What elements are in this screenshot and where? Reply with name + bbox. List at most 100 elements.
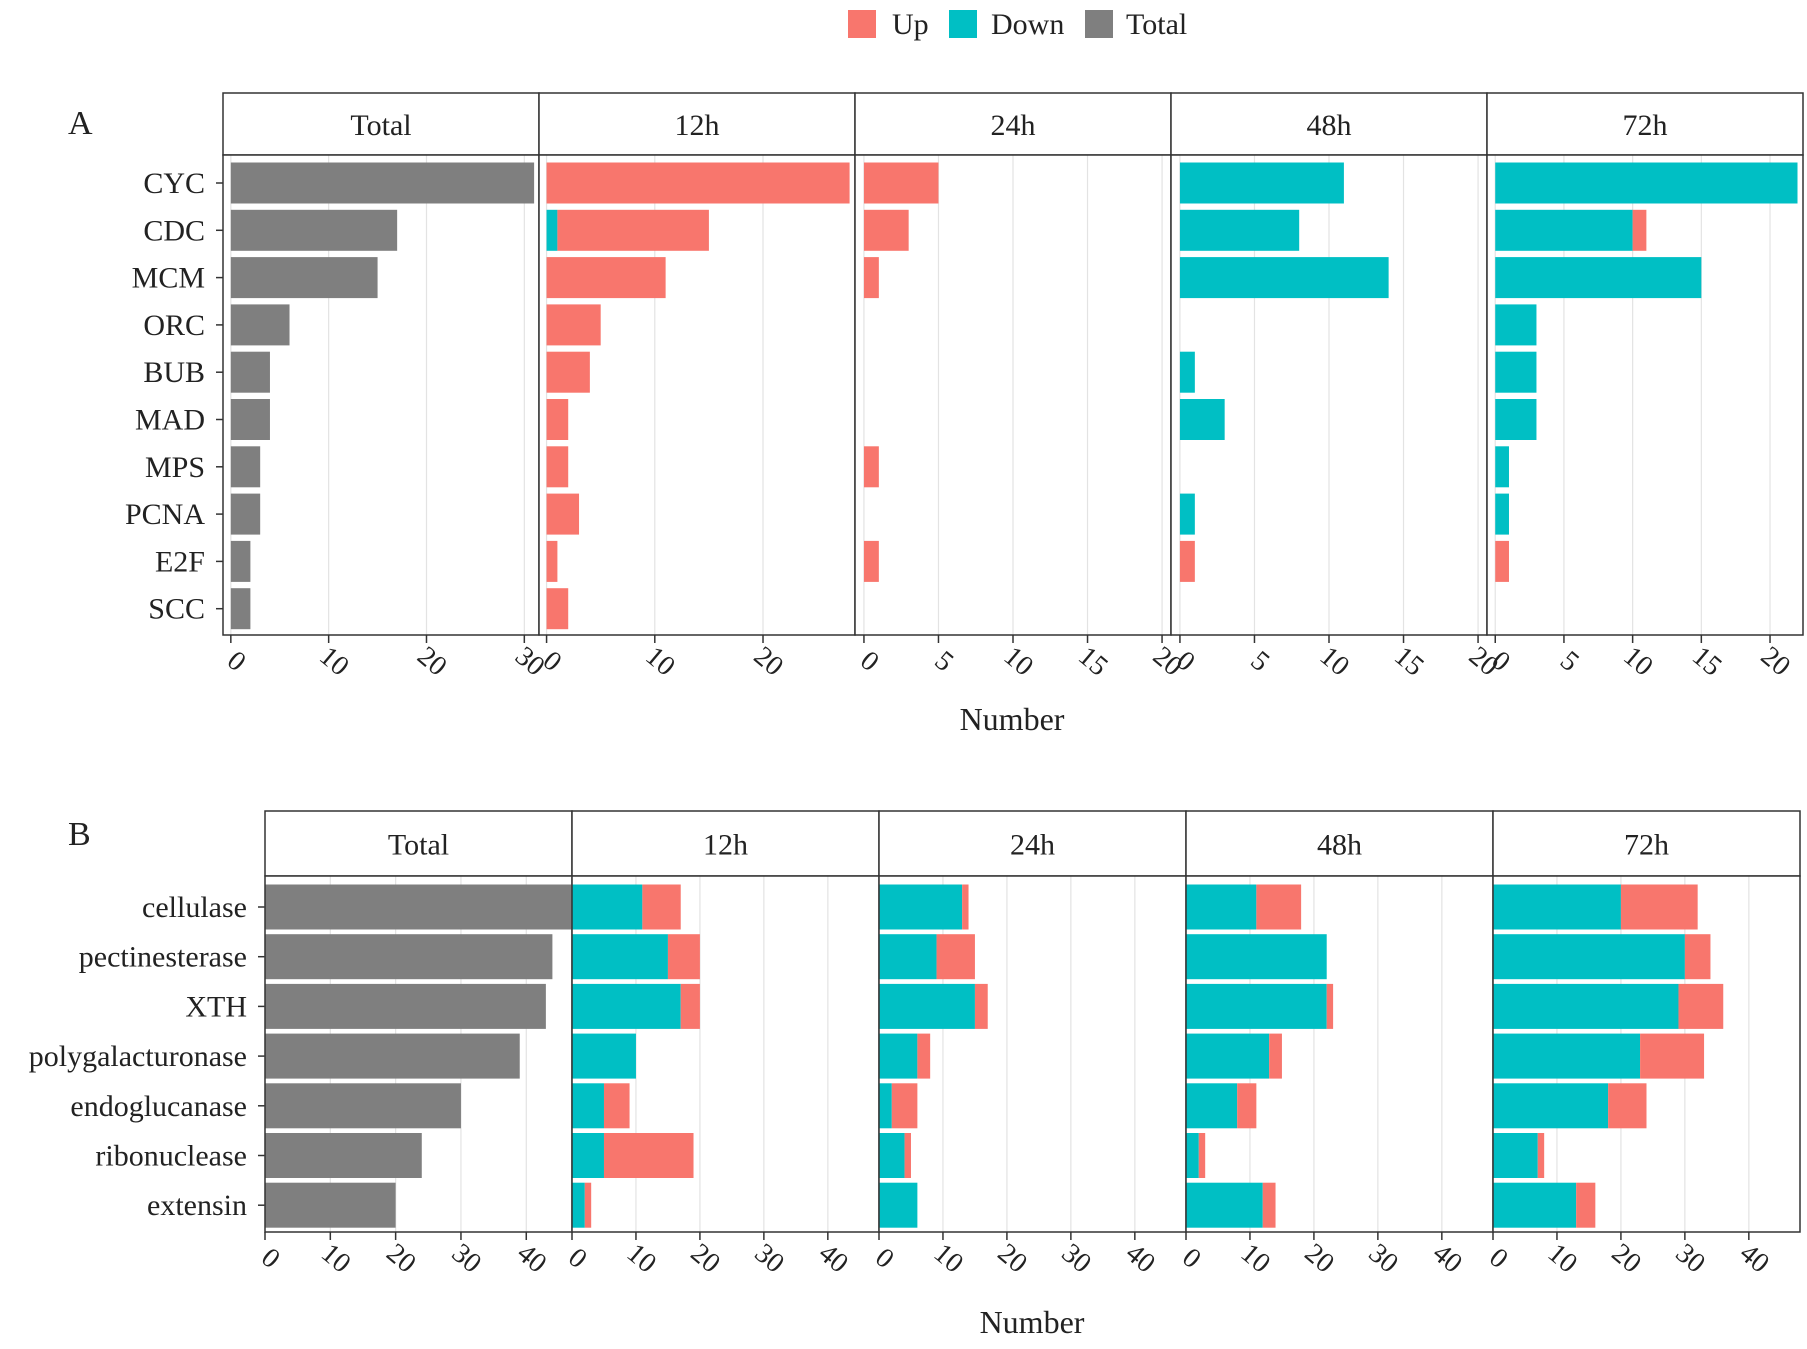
bar-total: [230, 162, 535, 204]
x-tick-label: 10: [621, 1238, 662, 1280]
bar-total: [265, 1083, 461, 1129]
bar-total: [230, 209, 398, 251]
x-tick-label: 20: [1299, 1238, 1340, 1280]
panel-letter: B: [68, 816, 91, 853]
bar-down: [1493, 983, 1679, 1029]
bar-down: [879, 1182, 918, 1228]
panel-border: [1486, 154, 1804, 636]
bar-up: [642, 884, 681, 930]
facet-title: 12h: [675, 109, 720, 142]
x-tick-label: 15: [1072, 641, 1113, 683]
bar-up: [974, 983, 988, 1029]
bar-down: [1493, 1033, 1641, 1079]
x-tick-label: 0: [562, 1242, 593, 1275]
bar-total: [265, 934, 553, 980]
facet-24h: 24h 0 10 20 30 40: [869, 810, 1187, 1280]
bar-down: [1186, 1182, 1263, 1228]
bar-down: [572, 1083, 604, 1129]
x-tick-label: 40: [1734, 1238, 1775, 1280]
bar-up: [1678, 983, 1724, 1029]
x-tick-label: 20: [380, 1238, 421, 1280]
x-tick-label: 5: [1554, 645, 1585, 678]
bar-up: [546, 588, 569, 630]
facet-title: 12h: [703, 829, 748, 862]
bar-up: [1495, 540, 1509, 582]
x-tick-label: 10: [1235, 1238, 1276, 1280]
bar-up: [863, 540, 879, 582]
x-tick-label: 20: [992, 1238, 1033, 1280]
x-tick-label: 15: [1686, 641, 1727, 683]
bar-down: [1493, 1083, 1609, 1129]
legend-label-down: Down: [991, 8, 1064, 41]
legend-label-up: Up: [892, 8, 929, 41]
bar-down: [1493, 884, 1621, 930]
category-label: MPS: [145, 451, 205, 484]
x-tick-label: 20: [685, 1238, 726, 1280]
category-label: XTH: [185, 990, 247, 1023]
x-tick-label: 5: [929, 645, 960, 678]
category-label: MAD: [135, 404, 205, 437]
bar-down: [1179, 493, 1195, 535]
bar-up: [546, 399, 569, 440]
category-label: BUB: [143, 356, 205, 389]
bar-up: [1326, 983, 1334, 1029]
panel-border: [1492, 875, 1801, 1233]
x-tick-label: 10: [928, 1238, 969, 1280]
bar-down: [1495, 446, 1509, 488]
x-tick-label: 0: [1176, 1242, 1207, 1275]
x-axis-title: Number: [960, 701, 1065, 737]
bar-total: [265, 1033, 520, 1079]
facet-title: 48h: [1317, 829, 1362, 862]
x-tick-label: 20: [1606, 1238, 1647, 1280]
category-label: ORC: [143, 309, 205, 342]
bar-down: [1186, 1133, 1199, 1178]
bar-total: [230, 304, 290, 346]
x-tick-label: 30: [1670, 1238, 1711, 1280]
bar-total: [230, 446, 261, 488]
bar-down: [1495, 493, 1509, 535]
bar-down: [1495, 162, 1798, 204]
x-tick-label: 10: [315, 1238, 356, 1280]
category-label: PCNA: [125, 498, 205, 531]
bar-down: [1495, 351, 1537, 393]
x-tick-label: 0: [869, 1242, 900, 1275]
x-tick-label: 40: [813, 1238, 854, 1280]
facet-strip: [1185, 810, 1494, 877]
legend: Up Down Total: [848, 8, 1187, 41]
bar-up: [1576, 1182, 1596, 1228]
category-label: cellulase: [142, 891, 247, 924]
x-tick-label: 30: [1056, 1238, 1097, 1280]
x-tick-label: 30: [1363, 1238, 1404, 1280]
category-label: E2F: [155, 545, 205, 578]
bar-total: [265, 884, 572, 930]
bar-down: [1179, 162, 1344, 204]
bar-up: [557, 209, 709, 251]
x-tick-label: 0: [854, 645, 885, 678]
category-label: polygalacturonase: [29, 1040, 247, 1073]
bar-up: [1198, 1133, 1206, 1178]
x-tick-label: 20: [1755, 641, 1796, 683]
bar-down: [879, 1133, 905, 1178]
facet-title: 72h: [1624, 829, 1669, 862]
bar-down: [1186, 1083, 1238, 1129]
bar-total: [265, 983, 546, 1029]
x-tick-label: 10: [640, 641, 681, 683]
bar-up: [891, 1083, 918, 1129]
facet-72h: 72h 0 10 20 30 40: [1483, 810, 1801, 1280]
bar-down: [572, 983, 681, 1029]
bar-down: [1495, 257, 1702, 299]
category-label: ribonuclease: [95, 1140, 247, 1173]
bar-total: [230, 351, 270, 393]
bar-total: [265, 1182, 396, 1228]
bar-up: [1262, 1182, 1276, 1228]
bar-down: [1495, 399, 1537, 440]
facet-strip: [854, 92, 1172, 156]
x-tick-label: 20: [748, 641, 789, 683]
x-tick-label: 10: [1617, 641, 1658, 683]
x-tick-label: 30: [749, 1238, 790, 1280]
bar-up: [1256, 884, 1302, 930]
bar-down: [572, 1033, 636, 1079]
